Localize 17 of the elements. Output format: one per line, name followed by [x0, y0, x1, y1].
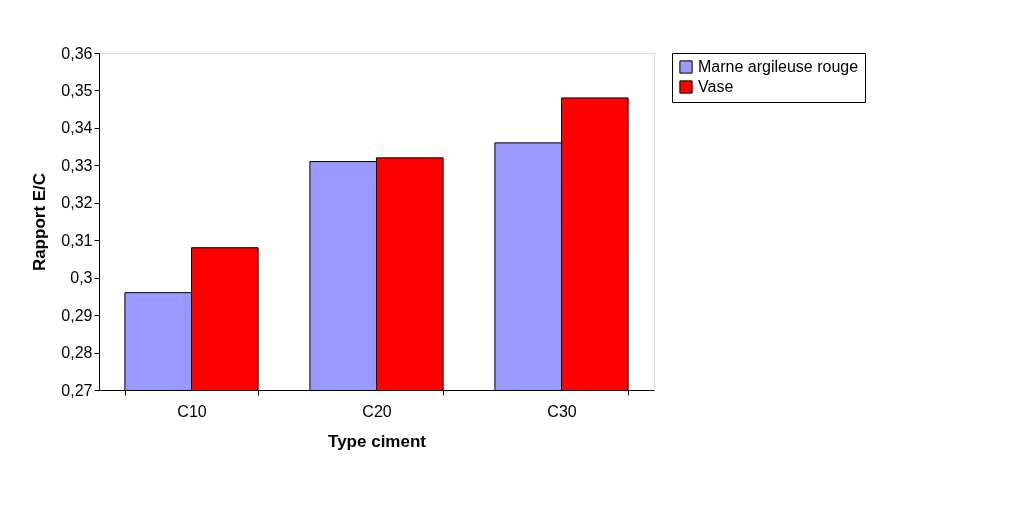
- y-tick-label: 0,33: [61, 156, 93, 174]
- y-tick-label: 0,32: [61, 194, 93, 212]
- y-tick-label: 0,34: [61, 119, 93, 137]
- y-axis-title: Rapport E/C: [30, 172, 50, 272]
- y-tick-label: 0,31: [61, 231, 93, 249]
- y-tick-label: 0,27: [61, 381, 93, 399]
- y-tick-label: 0,35: [61, 81, 93, 99]
- y-tick-label: 0,3: [70, 269, 93, 287]
- y-tick-label: 0,29: [61, 306, 93, 324]
- x-tick-label: C20: [362, 402, 392, 420]
- legend-label: Vase: [698, 78, 734, 95]
- y-tick-label: 0,36: [61, 44, 93, 62]
- x-axis-title: Type ciment: [328, 431, 427, 451]
- legend-label: Marne argileuse rouge: [698, 58, 859, 75]
- y-tick-label: 0,28: [61, 344, 93, 362]
- x-tick-label: C30: [547, 402, 577, 420]
- x-tick-label: C10: [177, 402, 207, 420]
